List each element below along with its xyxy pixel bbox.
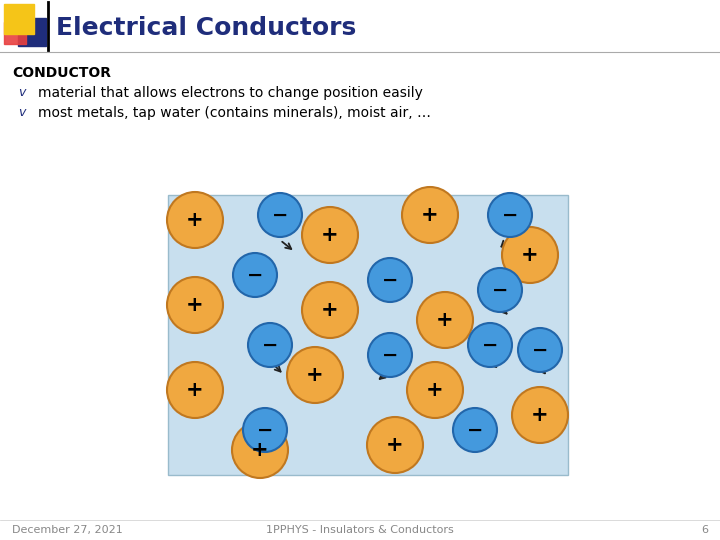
Text: +: + bbox=[426, 380, 444, 400]
Circle shape bbox=[417, 292, 473, 348]
Text: −: − bbox=[382, 346, 398, 365]
Text: +: + bbox=[321, 300, 339, 320]
Text: Electrical Conductors: Electrical Conductors bbox=[56, 16, 356, 40]
Text: v: v bbox=[18, 106, 25, 119]
Circle shape bbox=[367, 417, 423, 473]
Circle shape bbox=[518, 328, 562, 372]
Bar bbox=[18, 18, 46, 46]
Text: most metals, tap water (contains minerals), moist air, …: most metals, tap water (contains mineral… bbox=[38, 106, 431, 120]
Text: +: + bbox=[436, 310, 454, 330]
Text: −: − bbox=[532, 341, 548, 360]
Text: +: + bbox=[306, 365, 324, 385]
Circle shape bbox=[368, 258, 412, 302]
Text: +: + bbox=[386, 435, 404, 455]
Text: −: − bbox=[482, 335, 498, 354]
Text: −: − bbox=[382, 271, 398, 289]
Circle shape bbox=[167, 192, 223, 248]
Text: +: + bbox=[321, 225, 339, 245]
Text: v: v bbox=[18, 86, 25, 99]
Circle shape bbox=[368, 333, 412, 377]
Text: +: + bbox=[186, 380, 204, 400]
Circle shape bbox=[233, 253, 277, 297]
Text: −: − bbox=[257, 421, 273, 440]
Circle shape bbox=[453, 408, 497, 452]
Circle shape bbox=[468, 323, 512, 367]
Circle shape bbox=[167, 277, 223, 333]
Text: 6: 6 bbox=[701, 525, 708, 535]
Circle shape bbox=[232, 422, 288, 478]
Text: −: − bbox=[262, 335, 278, 354]
Circle shape bbox=[512, 387, 568, 443]
Circle shape bbox=[258, 193, 302, 237]
Text: −: − bbox=[247, 266, 264, 285]
Text: −: − bbox=[502, 206, 518, 225]
Circle shape bbox=[502, 227, 558, 283]
Circle shape bbox=[243, 408, 287, 452]
Text: 1PPHYS - Insulators & Conductors: 1PPHYS - Insulators & Conductors bbox=[266, 525, 454, 535]
Text: CONDUCTOR: CONDUCTOR bbox=[12, 66, 111, 80]
Text: −: − bbox=[467, 421, 483, 440]
Circle shape bbox=[488, 193, 532, 237]
Text: +: + bbox=[186, 210, 204, 230]
Text: +: + bbox=[186, 295, 204, 315]
Circle shape bbox=[248, 323, 292, 367]
Text: December 27, 2021: December 27, 2021 bbox=[12, 525, 122, 535]
Text: material that allows electrons to change position easily: material that allows electrons to change… bbox=[38, 86, 423, 100]
Circle shape bbox=[287, 347, 343, 403]
Circle shape bbox=[167, 362, 223, 418]
Bar bbox=[168, 195, 568, 475]
Bar bbox=[4, 4, 34, 34]
Text: +: + bbox=[421, 205, 438, 225]
Circle shape bbox=[302, 282, 358, 338]
Text: −: − bbox=[492, 280, 508, 300]
Text: +: + bbox=[251, 440, 269, 460]
Bar bbox=[4, 22, 26, 44]
Text: −: − bbox=[272, 206, 288, 225]
Circle shape bbox=[407, 362, 463, 418]
Text: +: + bbox=[521, 245, 539, 265]
Circle shape bbox=[478, 268, 522, 312]
Text: +: + bbox=[531, 405, 549, 425]
Circle shape bbox=[402, 187, 458, 243]
Circle shape bbox=[302, 207, 358, 263]
